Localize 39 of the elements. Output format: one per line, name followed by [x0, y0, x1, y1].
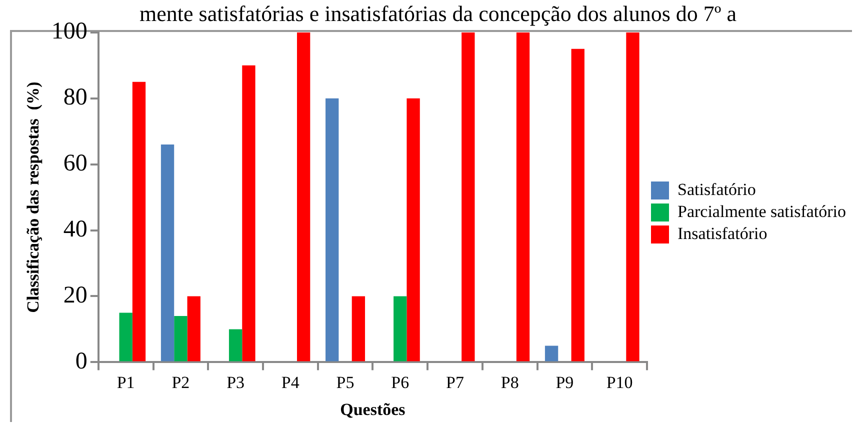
- x-tick-label: P9: [556, 372, 574, 392]
- bar: [296, 32, 310, 362]
- y-tick-label: 100: [51, 18, 88, 45]
- legend-label: Parcialmente satisfatório: [678, 202, 846, 221]
- x-tick-label: P7: [446, 372, 464, 392]
- x-tick-label: P6: [391, 372, 410, 392]
- y-tick-label: 0: [75, 348, 88, 374]
- bar: [326, 98, 339, 362]
- bar: [160, 144, 174, 362]
- bar: [242, 65, 256, 362]
- y-tick-label: 60: [63, 150, 88, 177]
- bar: [228, 329, 242, 362]
- bar: [544, 346, 558, 362]
- bar: [462, 32, 475, 362]
- x-tick-label: P1: [116, 372, 135, 392]
- y-tick-label: 80: [63, 84, 88, 111]
- bar: [132, 82, 146, 362]
- y-axis-title: Classificação das respostas (%): [24, 82, 43, 313]
- bar: [352, 296, 366, 362]
- chart-title: mente satisfatórias e insatisfatórias da concepção dos alunos do 7º a: [140, 0, 737, 26]
- x-tick-label: P10: [606, 372, 633, 392]
- y-tick-label: 40: [63, 216, 88, 243]
- x-tick-label: P2: [172, 372, 190, 392]
- bar: [187, 296, 200, 362]
- bar: [119, 312, 132, 362]
- legend-label: Satisfatório: [678, 180, 756, 199]
- bar: [406, 98, 420, 362]
- x-tick-label: P5: [336, 372, 354, 392]
- x-tick-label: P8: [500, 372, 519, 392]
- bar: [174, 316, 188, 362]
- x-tick-label: P3: [226, 372, 245, 392]
- bar: [516, 32, 530, 362]
- x-tick-label: P4: [281, 372, 300, 392]
- x-axis-title: Questões: [340, 400, 406, 420]
- bar: [626, 32, 640, 362]
- legend-label: Insatisfatório: [678, 224, 768, 243]
- bar: [394, 296, 407, 362]
- y-tick-label: 20: [63, 282, 88, 309]
- bar: [571, 48, 584, 362]
